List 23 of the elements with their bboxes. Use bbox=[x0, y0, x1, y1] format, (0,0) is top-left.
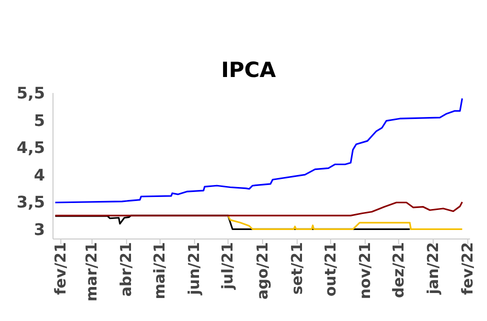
x-tick-label: dez/21 bbox=[389, 242, 408, 298]
y-tick-label: 4 bbox=[34, 165, 45, 184]
x-tick-label: jan/22 bbox=[424, 242, 442, 296]
y-tick-label: 3 bbox=[34, 220, 45, 239]
x-tick-label: out/21 bbox=[321, 242, 340, 297]
x-tick-label: fev/22 bbox=[458, 242, 476, 295]
x-tick-label: jul/21 bbox=[218, 242, 237, 290]
x-tick-label: fev/21 bbox=[51, 242, 70, 295]
y-tick-label: 5 bbox=[34, 110, 45, 130]
chart-title: IPCA bbox=[220, 58, 277, 82]
x-tick-label: ago/21 bbox=[253, 242, 272, 300]
x-tick-label: mai/21 bbox=[150, 242, 169, 300]
x-tick-label: mar/21 bbox=[82, 242, 101, 302]
x-tick-label: abr/21 bbox=[117, 242, 136, 297]
x-tick-label: jun/21 bbox=[185, 242, 204, 296]
y-tick-label: 4,5 bbox=[16, 138, 45, 158]
line-series bbox=[227, 214, 463, 230]
line-series bbox=[54, 201, 463, 216]
y-tick-label: 5,5 bbox=[16, 84, 45, 103]
x-tick-label: set/21 bbox=[288, 242, 306, 295]
x-tick-label: nov/21 bbox=[356, 242, 374, 300]
line-series bbox=[54, 98, 463, 204]
y-tick-label: 3,5 bbox=[16, 192, 45, 212]
